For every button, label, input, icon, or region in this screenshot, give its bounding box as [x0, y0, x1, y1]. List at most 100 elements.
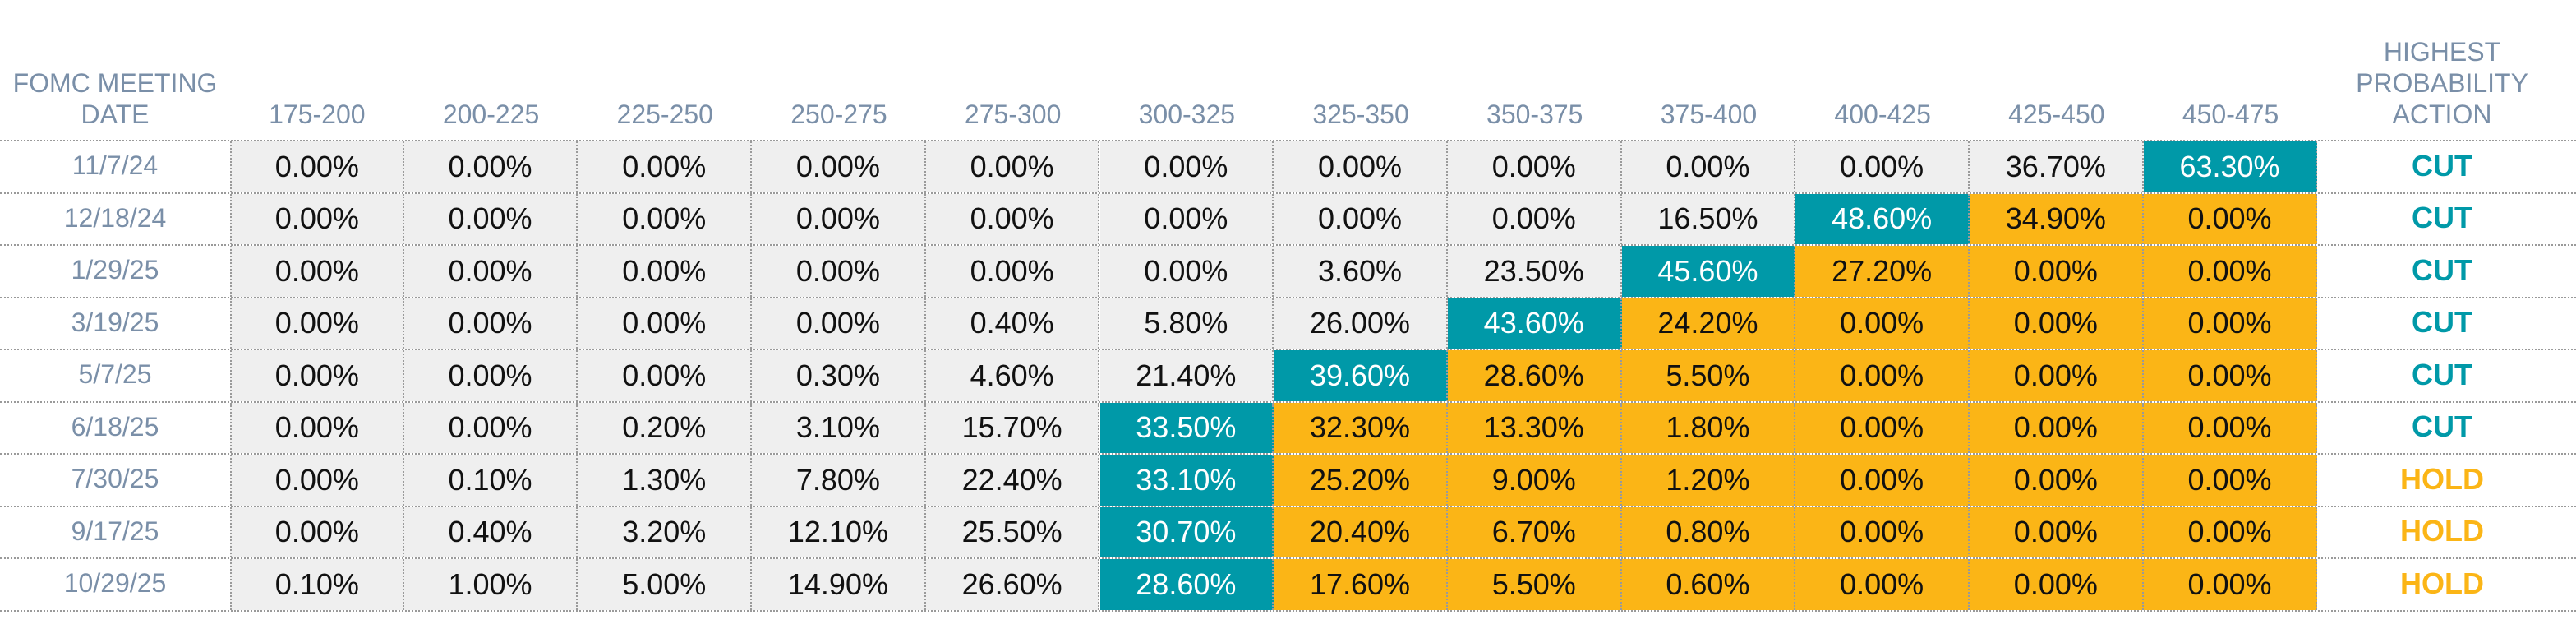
- row-divider: [0, 453, 2576, 455]
- probability-cell: 0.00%: [230, 455, 404, 506]
- probability-cell: 0.00%: [1970, 455, 2144, 506]
- row-divider: [0, 349, 2576, 350]
- probability-cell: 24.20%: [1621, 298, 1796, 349]
- probability-cell: 3.20%: [578, 506, 753, 557]
- probability-cell: 0.00%: [578, 141, 753, 192]
- probability-cell: 33.10%: [1099, 455, 1274, 506]
- probability-cell: 1.80%: [1621, 402, 1796, 453]
- header-range-300-325: 300-325: [1138, 99, 1236, 129]
- probability-cell: 0.00%: [1795, 559, 1970, 610]
- probability-cell: 5.80%: [1099, 298, 1274, 349]
- probability-cell: 0.00%: [578, 246, 753, 297]
- probability-cell: 33.50%: [1099, 402, 1274, 453]
- probability-cell: 3.10%: [752, 402, 926, 453]
- row-divider: [0, 296, 2576, 298]
- header-range-375-400: 375-400: [1660, 99, 1758, 129]
- probability-cell: 0.00%: [2143, 193, 2318, 244]
- probability-cell: 0.00%: [1970, 506, 2144, 557]
- probability-cell: 5.50%: [1447, 559, 1622, 610]
- probability-cell: 0.00%: [230, 193, 404, 244]
- probability-cell: 0.00%: [2143, 246, 2318, 297]
- probability-cell: 0.00%: [578, 350, 753, 401]
- probability-cell: 0.00%: [2143, 455, 2318, 506]
- probability-cell: 28.60%: [1099, 559, 1274, 610]
- probability-cell: 0.00%: [925, 193, 1100, 244]
- probability-cell: 4.60%: [925, 350, 1100, 401]
- probability-cell: 17.60%: [1274, 559, 1448, 610]
- probability-cell: 0.00%: [403, 141, 578, 192]
- header-meeting-date: FOMC MEETING DATE: [12, 68, 218, 129]
- probability-cell: 45.60%: [1621, 246, 1796, 297]
- probability-cell: 12.10%: [752, 506, 926, 557]
- row-divider: [0, 505, 2576, 507]
- probability-cell: 0.00%: [752, 246, 926, 297]
- header-range-175-200: 175-200: [269, 99, 366, 129]
- probability-cell: 0.10%: [403, 455, 578, 506]
- probability-cell: 0.00%: [1447, 141, 1622, 192]
- highest-probability-action: HOLD: [2400, 461, 2484, 496]
- header-range-450-475: 450-475: [2182, 99, 2279, 129]
- probability-cell: 0.00%: [403, 298, 578, 349]
- probability-cell: 36.70%: [1970, 141, 2144, 192]
- header-range-225-250: 225-250: [616, 99, 713, 129]
- probability-cell: 0.80%: [1621, 506, 1796, 557]
- probability-cell: 0.00%: [1795, 506, 1970, 557]
- probability-cell: 16.50%: [1621, 193, 1796, 244]
- probability-cell: 14.90%: [752, 559, 926, 610]
- row-divider: [0, 244, 2576, 246]
- probability-cell: 26.00%: [1274, 298, 1448, 349]
- probability-cell: 0.00%: [230, 298, 404, 349]
- meeting-date: 6/18/25: [71, 411, 159, 442]
- probability-cell: 20.40%: [1274, 506, 1448, 557]
- probability-cell: 26.60%: [925, 559, 1100, 610]
- probability-cell: 0.00%: [1795, 350, 1970, 401]
- probability-cell: 0.00%: [1970, 246, 2144, 297]
- probability-cell: 0.00%: [2143, 350, 2318, 401]
- probability-cell: 30.70%: [1099, 506, 1274, 557]
- probability-cell: 0.00%: [1099, 246, 1274, 297]
- probability-cell: 0.00%: [2143, 559, 2318, 610]
- row-divider: [0, 192, 2576, 194]
- probability-cell: 0.00%: [230, 141, 404, 192]
- probability-cell: 0.00%: [1970, 298, 2144, 349]
- probability-cell: 0.00%: [2143, 402, 2318, 453]
- probability-cell: 0.00%: [230, 506, 404, 557]
- probability-cell: 0.00%: [1621, 141, 1796, 192]
- header-range-350-375: 350-375: [1486, 99, 1583, 129]
- probability-cell: 0.00%: [2143, 298, 2318, 349]
- header-range-275-300: 275-300: [964, 99, 1062, 129]
- probability-cell: 0.20%: [578, 402, 753, 453]
- highest-probability-action: CUT: [2412, 201, 2472, 235]
- probability-cell: 25.20%: [1274, 455, 1448, 506]
- probability-cell: 5.00%: [578, 559, 753, 610]
- probability-cell: 23.50%: [1447, 246, 1622, 297]
- probability-cell: 0.00%: [2143, 506, 2318, 557]
- probability-cell: 0.00%: [1274, 141, 1448, 192]
- probability-cell: 34.90%: [1970, 193, 2144, 244]
- probability-cell: 63.30%: [2143, 141, 2318, 192]
- probability-cell: 0.00%: [752, 193, 926, 244]
- row-divider: [0, 557, 2576, 559]
- probability-cell: 0.40%: [403, 506, 578, 557]
- probability-cell: 0.00%: [925, 246, 1100, 297]
- probability-cell: 7.80%: [752, 455, 926, 506]
- probability-cell: 1.00%: [403, 559, 578, 610]
- probability-cell: 0.10%: [230, 559, 404, 610]
- probability-cell: 25.50%: [925, 506, 1100, 557]
- meeting-date: 3/19/25: [71, 307, 159, 337]
- header-range-400-425: 400-425: [1834, 99, 1931, 129]
- meeting-date: 9/17/25: [71, 516, 159, 546]
- probability-cell: 0.00%: [230, 350, 404, 401]
- header-highest-probability-action: HIGHEST PROBABILITY ACTION: [2356, 37, 2528, 129]
- header-range-325-350: 325-350: [1312, 99, 1409, 129]
- probability-cell: 1.20%: [1621, 455, 1796, 506]
- probability-cell: 0.40%: [925, 298, 1100, 349]
- probability-cell: 0.00%: [1795, 141, 1970, 192]
- meeting-date: 12/18/24: [63, 202, 167, 233]
- probability-cell: 27.20%: [1795, 246, 1970, 297]
- probability-cell: 3.60%: [1274, 246, 1448, 297]
- row-divider: [0, 140, 2576, 141]
- highest-probability-action: CUT: [2412, 409, 2472, 444]
- highest-probability-action: CUT: [2412, 305, 2472, 340]
- header-range-250-275: 250-275: [790, 99, 887, 129]
